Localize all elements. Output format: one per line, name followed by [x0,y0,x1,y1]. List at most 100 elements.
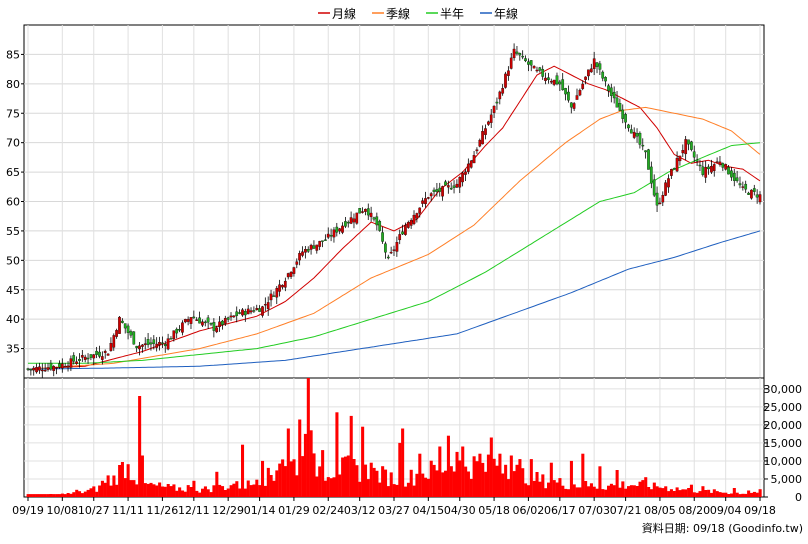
candle-body [223,318,227,324]
candle-body [389,251,393,254]
volume-bar [218,484,222,497]
candle-body [584,76,587,80]
candle-body [524,58,527,62]
price-tick-label: 70 [6,137,20,150]
candle-body [32,367,36,371]
candle-body [724,164,728,170]
volume-bar [735,492,739,497]
moving-average-lines [27,65,761,370]
candle-body [661,195,665,203]
volume-bar [509,455,513,497]
volume-bar [707,489,711,497]
volume-bar [278,463,282,497]
candle-body [178,329,181,331]
candle-body [212,322,216,331]
volume-bar [727,494,731,497]
candle-body [498,91,502,100]
volume-bar [681,489,685,497]
candle-body [567,91,570,101]
candle-body [243,311,247,316]
price-tick-label: 50 [6,254,20,267]
volume-bar [46,494,50,497]
x-tick-label: 07/03 [578,504,610,517]
candle-body [298,253,301,261]
candle-body [132,331,136,345]
candle-body [549,81,553,83]
candle-body [609,87,613,96]
candle-body [161,342,164,344]
candle-body [158,342,161,346]
volume-bar [601,489,605,497]
volume-bar [652,482,656,497]
volume-bar [112,475,116,497]
volume-bar [406,482,410,497]
volume-bar [178,487,182,497]
volume-bars [26,378,762,497]
candle-body [446,185,450,188]
x-tick-label: 12/11 [178,504,210,517]
x-tick-label: 11/26 [147,504,179,517]
candle-body [63,366,67,368]
candle-body [701,166,705,175]
candle-body [464,171,467,175]
volume-bar [661,488,665,497]
volume-bar [655,486,659,497]
candle-body [209,322,213,325]
volume-bar [269,475,273,497]
volume-bar [695,492,699,497]
candle-body [272,295,276,297]
candle-body [386,256,390,259]
volume-bar [426,478,430,497]
volume-bar [341,457,345,497]
volume-bar [58,494,62,497]
candle-body [418,207,422,214]
volume-bar [83,491,87,497]
volume-bar [444,470,448,497]
volume-bar [515,464,519,497]
volume-bar [158,482,162,497]
volume-bar [209,492,213,497]
candle-body [592,58,596,69]
volume-bar [498,453,502,497]
candle-body [352,218,356,223]
candle-body [318,240,322,247]
volume-bar [415,473,419,497]
volume-bar [521,468,525,497]
volume-bar [446,435,450,497]
volume-bar [418,453,422,497]
volume-bar [404,486,408,497]
candle-body [415,213,419,219]
candle-body [235,311,239,316]
price-tick-label: 55 [6,225,20,238]
candle-body [627,124,630,129]
volume-bar [449,466,453,497]
candle-body [375,216,379,226]
candle-body [118,316,121,334]
candle-body [241,309,244,316]
volume-bar [472,456,476,497]
candle-body [183,319,187,323]
volume-bar [687,488,691,497]
candle-body [80,355,84,358]
candle-body [89,354,93,358]
volume-bar [438,446,442,497]
volume-bar [323,480,327,497]
volume-bar [572,484,576,497]
candle-body [535,69,539,72]
volume-bar [232,483,236,497]
volume-bar [501,473,505,497]
volume-bar [369,462,373,497]
volume-bar [541,474,545,497]
volume-bar [80,493,84,497]
x-tick-label: 05/18 [478,504,510,517]
candle-body [115,330,118,337]
candle-body [169,338,173,340]
volume-bar [258,485,262,497]
candle-body [309,244,313,250]
candle-body [60,363,64,369]
candle-body [478,139,482,147]
candle-body [658,202,662,205]
x-tick-label: 02/24 [312,504,344,517]
volume-bar [235,481,239,497]
